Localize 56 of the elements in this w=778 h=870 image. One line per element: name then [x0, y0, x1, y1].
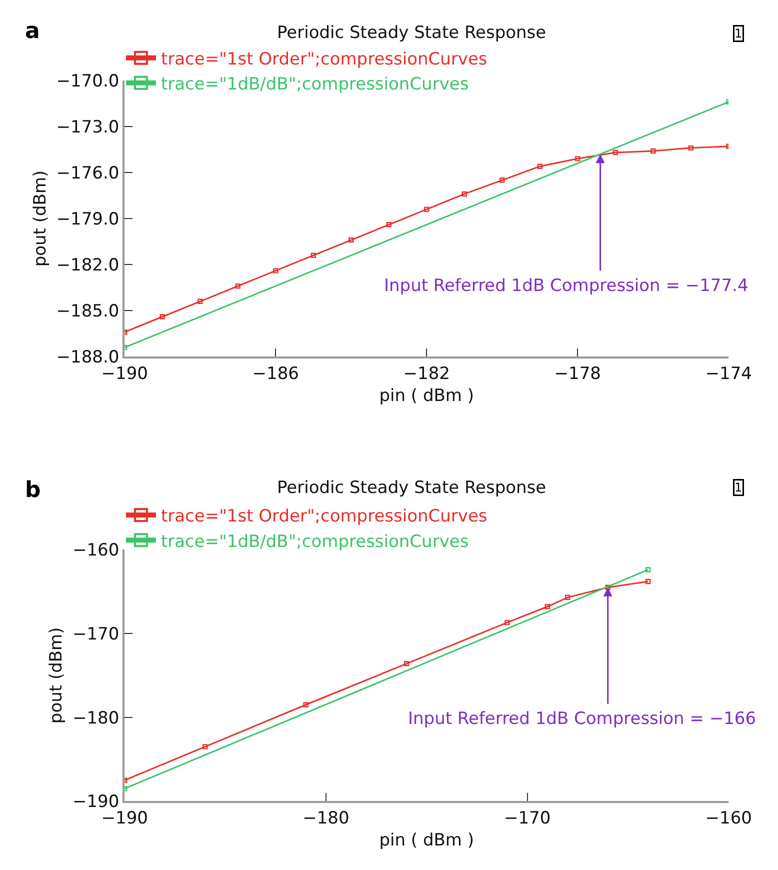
annotation: Input Referred 1dB Compression = −166	[408, 709, 756, 729]
point	[462, 191, 467, 197]
point	[500, 178, 505, 183]
text: 1	[734, 26, 742, 40]
point	[537, 164, 542, 169]
x-tick-label: −182	[403, 364, 450, 384]
point	[424, 206, 430, 212]
legend-label: trace="1st Order";compressionCurves	[160, 49, 488, 70]
x-axis-title: pin ( dBm )	[379, 386, 474, 406]
y-axis-title: pout (dBm)	[30, 170, 50, 267]
chart-title: Periodic Steady State Response	[277, 478, 546, 498]
point	[504, 620, 510, 626]
x-tick-label: −178	[554, 364, 601, 384]
point	[198, 298, 203, 304]
point	[646, 578, 651, 584]
y-tick-label: −170.0	[56, 71, 120, 92]
legend-label: trace="1st Order";compressionCurves	[160, 506, 488, 527]
point	[310, 252, 316, 258]
point	[650, 148, 656, 154]
point	[605, 584, 610, 590]
x-tick-label: −170	[504, 808, 551, 829]
point	[348, 237, 354, 243]
point	[564, 594, 570, 600]
x-tick-label: −174	[705, 364, 752, 384]
point	[303, 702, 308, 708]
text: 1	[734, 480, 742, 494]
y-tick-label: −160	[72, 540, 120, 561]
point	[386, 222, 392, 228]
x-axis-title: pin ( dBm )	[379, 830, 474, 850]
point	[202, 744, 208, 750]
y-tick-label: −179.0	[56, 209, 120, 230]
y-tick-label: −180	[72, 708, 120, 728]
x-tick-label: −160	[705, 808, 752, 829]
y-tick-label: −170	[72, 624, 120, 644]
chart-title: Periodic Steady State Response	[277, 23, 546, 43]
y-tick-label: −182.0	[56, 256, 120, 276]
point	[404, 661, 410, 666]
legend-label: trace="1dB/dB";compressionCurves	[160, 532, 469, 552]
legend-label: trace="1dB/dB";compressionCurves	[160, 74, 469, 95]
x-tick-label: −180	[302, 808, 350, 829]
y-tick-label: −176.0	[56, 163, 120, 184]
point	[544, 604, 550, 610]
point	[646, 567, 651, 572]
x-tick-label: −186	[252, 364, 299, 384]
point	[688, 145, 694, 151]
point	[273, 268, 278, 274]
annotation: Input Referred 1dB Compression = −177.4	[384, 276, 748, 296]
point	[612, 150, 618, 156]
text: a	[25, 19, 40, 44]
point	[160, 314, 165, 320]
point	[575, 156, 580, 162]
y-axis-title: pout (dBm)	[46, 627, 67, 724]
text: b	[25, 478, 41, 503]
y-tick-label: −185.0	[56, 302, 120, 322]
point	[235, 283, 240, 289]
y-tick-label: −173.0	[56, 117, 120, 138]
